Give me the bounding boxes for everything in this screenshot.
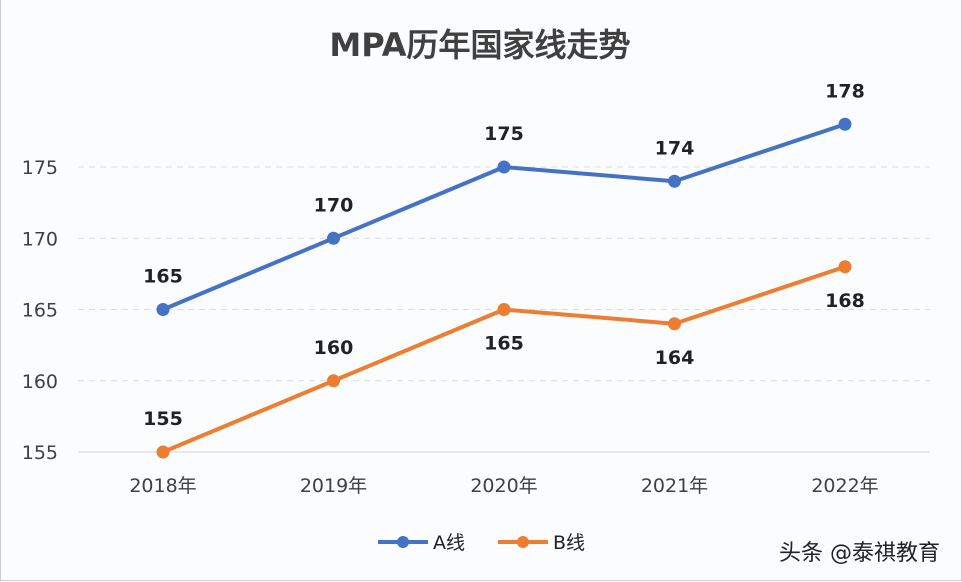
data-label: 164 xyxy=(655,347,695,369)
x-tick-label: 2019年 xyxy=(300,475,367,497)
data-point xyxy=(668,174,681,188)
x-tick-label: 2018年 xyxy=(129,475,196,497)
data-point xyxy=(327,374,340,388)
data-label: 178 xyxy=(825,80,865,102)
data-label: 170 xyxy=(314,194,354,216)
data-point xyxy=(156,445,170,459)
data-point xyxy=(327,231,340,245)
y-tick-label: 175 xyxy=(22,157,58,179)
y-tick-label: 160 xyxy=(22,371,58,393)
data-point xyxy=(497,303,511,316)
y-tick-label: 165 xyxy=(22,300,58,322)
watermark: 头条 @泰祺教育 xyxy=(779,541,940,566)
data-point xyxy=(838,117,852,131)
data-label: 165 xyxy=(143,266,183,288)
legend-marker-0 xyxy=(397,536,409,548)
x-tick-label: 2020年 xyxy=(470,475,537,497)
legend-marker-1 xyxy=(517,536,529,548)
data-label: 155 xyxy=(143,408,183,430)
data-label: 160 xyxy=(314,337,354,359)
x-tick-label: 2021年 xyxy=(641,475,708,497)
data-point xyxy=(156,303,170,316)
y-tick-label: 170 xyxy=(22,228,58,250)
data-point xyxy=(838,260,852,274)
chart-title: MPA历年国家线走势 xyxy=(329,26,630,64)
data-label: 168 xyxy=(825,290,865,312)
data-label: 174 xyxy=(655,137,695,159)
data-label: 165 xyxy=(484,333,524,355)
x-tick-label: 2022年 xyxy=(811,475,878,497)
legend-label-1: B线 xyxy=(553,532,585,554)
legend-label-0: A线 xyxy=(433,532,465,554)
data-label: 175 xyxy=(484,123,524,145)
y-tick-label: 155 xyxy=(22,442,58,464)
data-point xyxy=(668,317,681,331)
data-point xyxy=(497,160,511,174)
series-line-0 xyxy=(162,122,846,312)
series-line-1 xyxy=(162,264,846,454)
